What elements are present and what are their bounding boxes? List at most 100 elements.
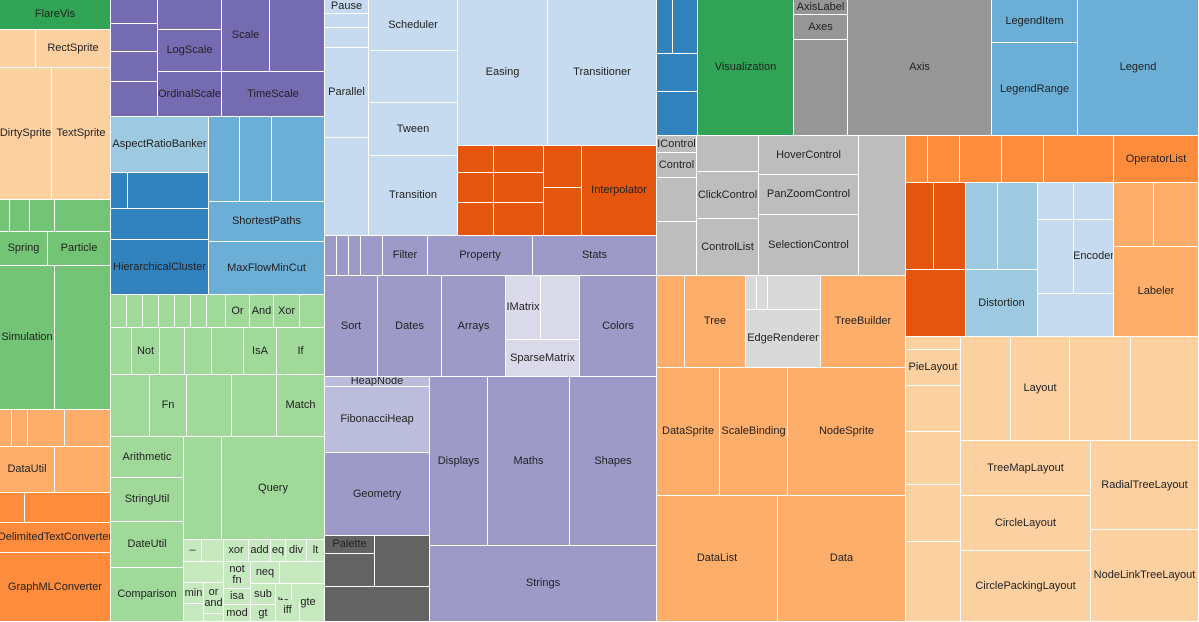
- treemap-label-part: or: [208, 586, 219, 598]
- treemap-label-or: Or: [231, 304, 244, 317]
- treemap-cell-xor: Xor: [274, 295, 300, 328]
- treemap-cell-dates: Dates: [378, 276, 442, 377]
- treemap-cell-not: Not: [132, 328, 160, 375]
- treemap-label-selectioncontrol: SelectionControl: [768, 238, 849, 251]
- treemap-label-visualization: Visualization: [714, 61, 777, 73]
- treemap-label-axislabel: AxisLabel: [796, 0, 845, 13]
- treemap-cell-circlepackinglayout: CirclePackingLayout: [961, 551, 1091, 622]
- treemap-label-displays: Displays: [437, 454, 480, 467]
- treemap-cell-add: add: [249, 540, 271, 562]
- treemap-cell-transition: Transition: [369, 156, 458, 236]
- treemap-cell-controllist: ControlList: [697, 219, 759, 276]
- treemap-cell-neq: neq: [251, 562, 280, 584]
- treemap-label-query: Query: [258, 481, 288, 494]
- treemap-label-logscale: LogScale: [166, 44, 213, 56]
- treemap-label-isa: IsA: [252, 344, 268, 357]
- treemap-label-hierarchicalcluster: HierarchicalCluster: [113, 260, 206, 273]
- treemap-label-maxflowmincut: MaxFlowMinCut: [227, 261, 306, 274]
- treemap-cell-datalist: DataList: [657, 496, 778, 622]
- treemap-cell-shortestpaths: ShortestPaths: [209, 202, 325, 242]
- treemap-label-imatrix: IMatrix: [506, 301, 540, 313]
- treemap-label-transitioner: Transitioner: [573, 66, 631, 78]
- treemap-cell-hierarchicalcluster: HierarchicalCluster: [111, 240, 209, 295]
- treemap-cell-blank-37: [111, 173, 128, 209]
- treemap-label-radialtreelayout: RadialTreeLayout: [1101, 478, 1188, 491]
- treemap-label-maths: Maths: [513, 454, 544, 467]
- treemap-cell-axes: Axes: [794, 15, 848, 40]
- treemap-cell-treemaplayout: TreeMapLayout: [961, 441, 1091, 496]
- treemap-cell-blank-43: [111, 295, 127, 328]
- treemap-label-controllist: ControlList: [701, 240, 754, 253]
- treemap-cell-blank-109: [458, 173, 494, 203]
- treemap-label-legendrange: LegendRange: [999, 82, 1070, 95]
- treemap-cell-scale: Scale: [222, 0, 270, 72]
- treemap-cell-blank-146: [794, 40, 848, 136]
- treemap-cell-filter: Filter: [383, 236, 428, 276]
- treemap-cell-blank-133: [375, 536, 430, 587]
- treemap-label-parallel: Parallel: [328, 86, 365, 98]
- treemap-cell-blank-163: [928, 136, 960, 183]
- treemap-cell-scheduler: Scheduler: [369, 0, 458, 51]
- treemap-cell-blank-162: [906, 136, 928, 183]
- treemap-cell-operatorlist: OperatorList: [1114, 136, 1199, 183]
- treemap-cell-blank-202: [1070, 337, 1131, 441]
- treemap-cell-scalebinding: ScaleBinding: [720, 368, 788, 496]
- treemap-cell-palette: Palette: [325, 536, 375, 554]
- treemap-cell-delimitedtextconverter: DelimitedTextConverter: [0, 523, 111, 553]
- treemap-cell-stringutil: StringUtil: [111, 478, 184, 522]
- treemap-cell-or: Or: [226, 295, 250, 328]
- treemap-label-arithmetic: Arithmetic: [122, 450, 172, 463]
- treemap-cell-sort: Sort: [325, 276, 378, 377]
- treemap-cell-sub: sub: [251, 584, 276, 605]
- treemap-cell-blank-20: [25, 493, 111, 523]
- treemap-label-control: Control: [658, 158, 695, 171]
- treemap-cell-blank-174: [1038, 183, 1074, 220]
- treemap-cell-blank-134: [325, 587, 430, 622]
- treemap-label-flarevis: FlareVis: [34, 8, 76, 20]
- treemap-cell-pielayout: PieLayout: [906, 350, 961, 386]
- treemap-cell-blank-203: [1131, 337, 1199, 441]
- treemap-cell-nodesprite: NodeSprite: [788, 368, 906, 496]
- treemap-cell-blank-68: [184, 437, 222, 540]
- treemap-cell-fn: Fn: [150, 375, 187, 437]
- treemap-cell-gt: gt: [251, 605, 276, 622]
- treemap-cell-tween: Tween: [369, 103, 458, 156]
- treemap-cell-clickcontrol: ClickControl: [697, 172, 759, 219]
- treemap-cell-aspectratiobanker: AspectRatioBanker: [111, 117, 209, 173]
- treemap-cell-arithmetic: Arithmetic: [111, 437, 184, 478]
- treemap-label-nodelinktreelayout: NodeLinkTreeLayout: [1093, 569, 1196, 581]
- treemap-cell-blank-161: [859, 136, 906, 276]
- treemap-label-–: –: [189, 544, 196, 556]
- treemap-cell-blank-54: [111, 328, 132, 375]
- treemap-label-property: Property: [459, 249, 501, 261]
- treemap-label-interpolator: Interpolator: [591, 184, 647, 196]
- treemap-cell-blank-111: [458, 203, 494, 236]
- treemap-cell-data: Data: [778, 496, 906, 622]
- treemap-cell-legend: Legend: [1078, 0, 1199, 136]
- treemap-label-axes: Axes: [808, 20, 833, 33]
- treemap-label-sort: Sort: [340, 319, 362, 332]
- treemap-cell-selectioncontrol: SelectionControl: [759, 215, 859, 276]
- treemap-cell-blank-172: [998, 183, 1038, 270]
- treemap-label-colors: Colors: [602, 319, 634, 332]
- treemap-cell-blank-197: [906, 432, 961, 485]
- treemap-cell-easing: Easing: [458, 0, 548, 146]
- treemap-cell-blank-19: [0, 493, 25, 523]
- treemap-cell-blank-171: [966, 183, 998, 270]
- treemap-label-datasprite: DataSprite: [662, 425, 714, 437]
- treemap-label-not-fn: not fn: [224, 562, 250, 588]
- treemap-label-textsprite: TextSprite: [56, 127, 106, 139]
- treemap-cell-blank-8: [55, 200, 111, 232]
- treemap-cell-blank-90: [204, 614, 224, 622]
- treemap-label-distortion: Distortion: [978, 296, 1025, 309]
- treemap-cell-blank-40: [111, 209, 209, 240]
- treemap-label-and: And: [251, 304, 272, 317]
- treemap-cell-blank-179: [1114, 183, 1154, 247]
- treemap-cell-not-fn: not fn: [224, 562, 251, 589]
- treemap-label-dates: Dates: [395, 319, 424, 332]
- treemap-label-treemaplayout: TreeMapLayout: [987, 461, 1064, 474]
- treemap-label-arrays: Arrays: [457, 319, 490, 332]
- treemap-cell-blank-89: [184, 604, 204, 622]
- treemap-cell-blank-196: [906, 386, 961, 432]
- treemap-label-stringutil: StringUtil: [124, 493, 170, 505]
